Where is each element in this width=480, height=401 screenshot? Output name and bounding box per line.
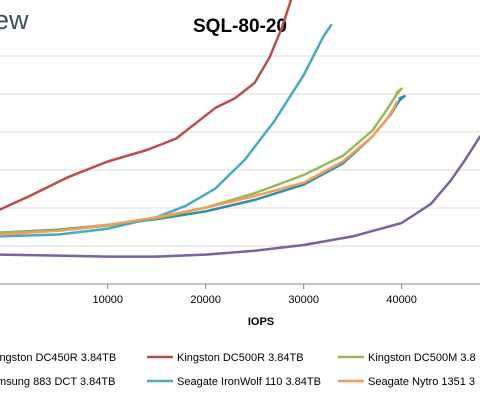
legend-label: ingston DC450R 3.84TB xyxy=(0,352,116,364)
legend-label: Kingston DC500M 3.8 xyxy=(368,352,476,364)
x-axis-title: IOPS xyxy=(248,316,274,328)
x-tick-label: 20000 xyxy=(190,294,221,306)
series-line-2 xyxy=(0,0,293,211)
series-line-4 xyxy=(0,135,480,258)
legend-label: msung 883 DCT 3.84TB xyxy=(0,376,115,388)
chart-title: SQL-80-20 xyxy=(193,16,287,37)
gridlines xyxy=(0,55,480,285)
series-lines xyxy=(0,0,480,258)
legend-label: Seagate IronWolf 110 3.84TB xyxy=(177,376,321,388)
logo-text: ew xyxy=(0,5,29,35)
series-line-6 xyxy=(0,100,398,236)
x-tick-label: 10000 xyxy=(92,294,123,306)
legend-label: Kingston DC500R 3.84TB xyxy=(177,352,304,364)
legend: ingston DC450R 3.84TB Kingston DC500R 3.8… xyxy=(0,352,476,388)
x-tick-labels: 10000 20000 30000 40000 xyxy=(92,284,417,306)
x-tick-label: 30000 xyxy=(288,294,319,306)
series-line-5 xyxy=(0,23,333,238)
legend-label: Seagate Nytro 1351 3 xyxy=(368,376,475,388)
x-tick-label: 40000 xyxy=(386,294,417,306)
